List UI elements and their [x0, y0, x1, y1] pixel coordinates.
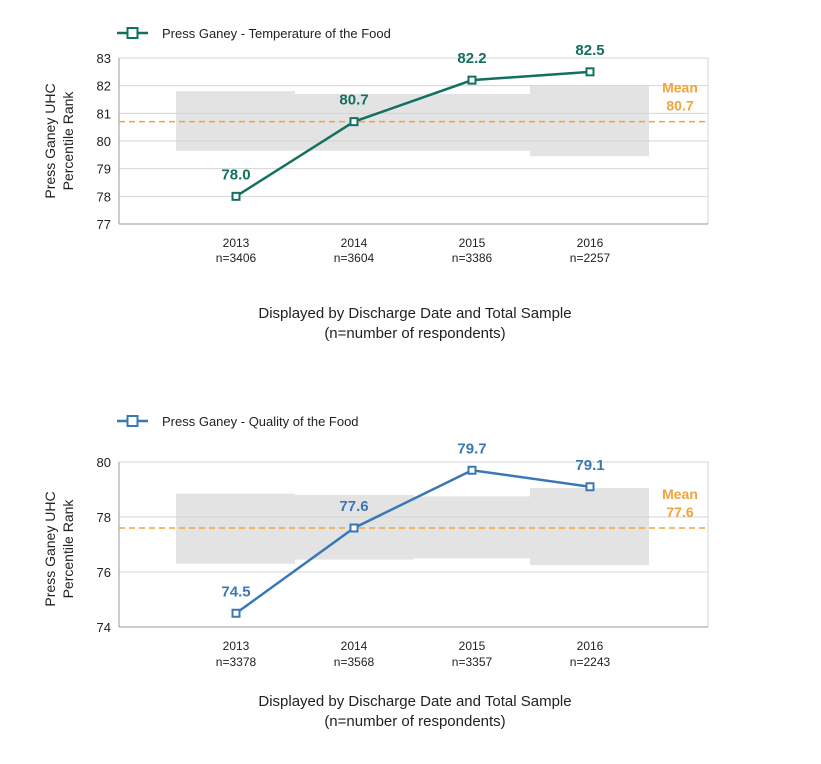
- data-label: 74.5: [221, 583, 250, 600]
- x-axis-title: Displayed by Discharge Date and Total Sa…: [258, 693, 571, 710]
- x-tick-sublabel: n=3386: [452, 251, 493, 265]
- x-tick-sublabel: n=3568: [334, 655, 375, 669]
- y-tick-label: 78: [97, 510, 111, 525]
- y-axis-title-line-1: Press Ganey UHC: [42, 83, 58, 198]
- x-tick-sublabel: n=3604: [334, 251, 375, 265]
- x-tick-label: 2013: [223, 236, 250, 250]
- data-point-marker: [585, 482, 595, 492]
- data-point-marker: [231, 608, 241, 618]
- x-tick-label: 2014: [341, 236, 368, 250]
- data-point-marker: [585, 67, 595, 77]
- data-label: 82.2: [457, 50, 486, 67]
- data-label: 80.7: [339, 92, 368, 109]
- x-tick-sublabel: n=3357: [452, 655, 493, 669]
- data-label: 78.0: [221, 166, 250, 183]
- x-tick-sublabel: n=3406: [216, 251, 257, 265]
- y-tick-label: 80: [97, 455, 111, 470]
- temperature-chart: Press Ganey - Temperature of the Food 77 7…: [42, 26, 709, 342]
- y-tick-label: 74: [97, 620, 111, 635]
- x-tick-label: 2015: [459, 639, 486, 653]
- data-label: 79.1: [575, 457, 604, 474]
- y-axis-title: Press Ganey UHC Percentile Rank: [42, 83, 76, 198]
- mean-label: Mean: [662, 486, 698, 502]
- data-label: 77.6: [339, 498, 368, 515]
- y-tick-label: 82: [97, 79, 111, 94]
- y-tick-label: 77: [97, 217, 111, 232]
- x-tick-label: 2015: [459, 236, 486, 250]
- y-tick-label: 76: [97, 565, 111, 580]
- temperature-chart-panel: Press Ganey - Temperature of the Food 77 7…: [0, 0, 821, 380]
- series-line: [235, 70, 591, 198]
- y-tick-label: 79: [97, 162, 111, 177]
- mean-label: Mean: [662, 80, 698, 96]
- y-axis-title-line-1: Press Ganey UHC: [42, 491, 58, 606]
- x-tick-label: 2016: [577, 236, 604, 250]
- legend-marker: [126, 27, 139, 39]
- y-axis-title-line-2: Percentile Rank: [60, 499, 76, 599]
- x-axis-subtitle: (n=number of respondents): [324, 713, 505, 730]
- data-label: 79.7: [457, 440, 486, 457]
- y-axis-title-line-2: Percentile Rank: [60, 91, 76, 191]
- legend-marker: [126, 415, 139, 427]
- x-tick-label: 2014: [341, 639, 368, 653]
- x-tick-sublabel: n=3378: [216, 655, 257, 669]
- data-label: 82.5: [575, 42, 604, 59]
- quality-chart: Press Ganey - Quality of the Food 74 76 78 8…: [42, 414, 709, 730]
- data-point-marker: [349, 117, 359, 127]
- x-tick-sublabel: n=2243: [570, 655, 611, 669]
- data-point-marker: [467, 465, 477, 475]
- y-tick-label: 78: [97, 189, 111, 204]
- x-axis-subtitle: (n=number of respondents): [324, 325, 505, 342]
- y-tick-label: 80: [97, 134, 111, 149]
- x-axis-title: Displayed by Discharge Date and Total Sa…: [258, 305, 571, 322]
- mean-value-label: 80.7: [666, 98, 693, 114]
- data-point-marker: [467, 75, 477, 85]
- data-point-marker: [349, 523, 359, 533]
- x-tick-label: 2013: [223, 639, 250, 653]
- series-line: [235, 468, 591, 615]
- data-point-marker: [231, 191, 241, 201]
- y-tick-label: 83: [97, 51, 111, 66]
- legend-label: Press Ganey - Temperature of the Food: [162, 26, 391, 41]
- x-tick-label: 2016: [577, 639, 604, 653]
- reference-band: [176, 493, 295, 564]
- mean-value-label: 77.6: [666, 504, 693, 520]
- reference-band: [530, 488, 649, 566]
- y-tick-label: 81: [97, 106, 111, 121]
- legend-label: Press Ganey - Quality of the Food: [162, 414, 359, 429]
- y-axis-title: Press Ganey UHC Percentile Rank: [42, 491, 76, 606]
- x-tick-sublabel: n=2257: [570, 251, 611, 265]
- quality-chart-panel: Press Ganey - Quality of the Food 74 76 78 8…: [0, 380, 821, 759]
